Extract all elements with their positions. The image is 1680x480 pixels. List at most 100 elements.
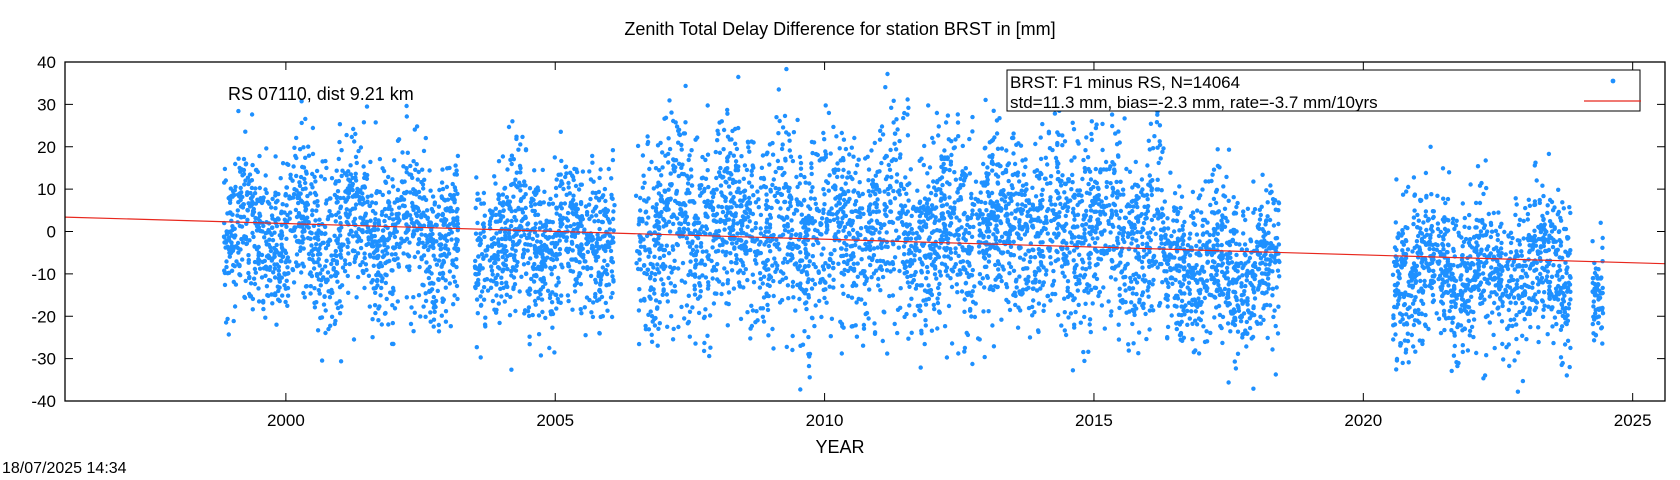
data-point bbox=[642, 296, 647, 302]
data-point bbox=[790, 279, 796, 285]
data-point bbox=[811, 242, 816, 247]
data-point bbox=[917, 248, 922, 254]
data-point bbox=[861, 211, 866, 217]
data-point bbox=[983, 200, 988, 206]
data-point bbox=[513, 218, 519, 223]
data-point bbox=[895, 330, 900, 336]
data-point bbox=[1075, 224, 1080, 229]
data-point bbox=[248, 294, 254, 299]
data-point bbox=[334, 200, 339, 205]
data-point bbox=[528, 200, 534, 205]
data-point bbox=[518, 223, 523, 229]
data-point bbox=[493, 275, 498, 281]
data-point bbox=[1093, 198, 1099, 203]
data-point bbox=[996, 247, 1001, 252]
data-point bbox=[966, 230, 972, 236]
data-point bbox=[349, 134, 354, 140]
data-point bbox=[1124, 166, 1129, 172]
data-point bbox=[1099, 303, 1105, 308]
data-point bbox=[416, 293, 422, 298]
data-point bbox=[583, 204, 589, 209]
data-point bbox=[750, 308, 756, 313]
data-point bbox=[248, 281, 254, 286]
data-point bbox=[516, 147, 521, 152]
data-point bbox=[1027, 259, 1033, 264]
data-point bbox=[276, 272, 282, 277]
data-point bbox=[395, 187, 401, 193]
data-point bbox=[253, 167, 259, 173]
data-point bbox=[579, 214, 585, 219]
data-point bbox=[433, 298, 439, 304]
data-point bbox=[283, 286, 288, 291]
data-point bbox=[507, 203, 512, 208]
data-point bbox=[1072, 325, 1077, 330]
data-point bbox=[677, 132, 682, 137]
data-point bbox=[273, 200, 279, 205]
data-point bbox=[706, 184, 711, 190]
data-point bbox=[282, 283, 287, 288]
data-point bbox=[996, 162, 1001, 167]
data-point bbox=[256, 299, 262, 304]
data-point bbox=[909, 280, 915, 285]
data-point bbox=[891, 188, 896, 194]
data-point bbox=[390, 320, 395, 326]
data-point bbox=[359, 228, 364, 233]
data-point bbox=[1056, 161, 1061, 166]
data-point bbox=[241, 202, 246, 207]
data-point bbox=[871, 246, 877, 251]
data-point bbox=[361, 270, 366, 276]
data-point bbox=[1118, 298, 1124, 304]
data-point bbox=[431, 317, 437, 322]
data-point bbox=[611, 228, 616, 233]
data-point bbox=[910, 231, 916, 236]
data-point bbox=[405, 210, 410, 215]
data-point bbox=[750, 211, 756, 217]
data-point bbox=[633, 193, 639, 198]
data-point bbox=[753, 221, 759, 226]
data-point bbox=[808, 196, 814, 201]
data-point bbox=[747, 149, 752, 154]
data-point bbox=[395, 299, 400, 304]
data-point bbox=[1103, 195, 1109, 201]
data-point bbox=[768, 189, 773, 194]
data-point bbox=[548, 265, 553, 271]
data-point bbox=[239, 215, 244, 220]
data-point bbox=[765, 307, 771, 313]
data-point bbox=[559, 262, 564, 267]
data-point bbox=[386, 174, 391, 180]
data-point bbox=[642, 244, 647, 250]
data-point bbox=[819, 252, 824, 257]
data-point bbox=[861, 322, 867, 328]
data-point bbox=[393, 245, 398, 250]
data-point bbox=[1046, 131, 1052, 136]
data-point bbox=[666, 275, 671, 281]
data-point bbox=[572, 289, 578, 294]
data-point bbox=[608, 248, 614, 254]
data-point bbox=[1082, 227, 1087, 232]
data-point bbox=[842, 267, 847, 273]
data-point bbox=[635, 143, 641, 149]
data-point bbox=[611, 279, 616, 284]
data-point bbox=[579, 311, 584, 316]
data-point bbox=[756, 205, 761, 210]
data-point bbox=[319, 315, 325, 320]
data-point bbox=[926, 237, 931, 242]
data-point bbox=[450, 181, 455, 187]
data-point bbox=[344, 188, 349, 194]
data-point bbox=[904, 311, 909, 317]
data-point bbox=[383, 310, 388, 316]
data-point bbox=[754, 261, 759, 266]
data-point bbox=[595, 232, 600, 237]
data-point bbox=[554, 251, 559, 257]
data-point bbox=[798, 160, 804, 166]
data-point bbox=[638, 208, 643, 213]
data-point bbox=[420, 182, 426, 187]
data-point bbox=[411, 207, 416, 213]
data-point bbox=[251, 209, 256, 214]
data-point bbox=[362, 184, 367, 189]
data-point bbox=[1038, 286, 1043, 291]
data-point bbox=[538, 239, 543, 245]
data-point bbox=[489, 264, 494, 269]
data-point bbox=[443, 309, 449, 314]
data-point bbox=[276, 288, 281, 294]
